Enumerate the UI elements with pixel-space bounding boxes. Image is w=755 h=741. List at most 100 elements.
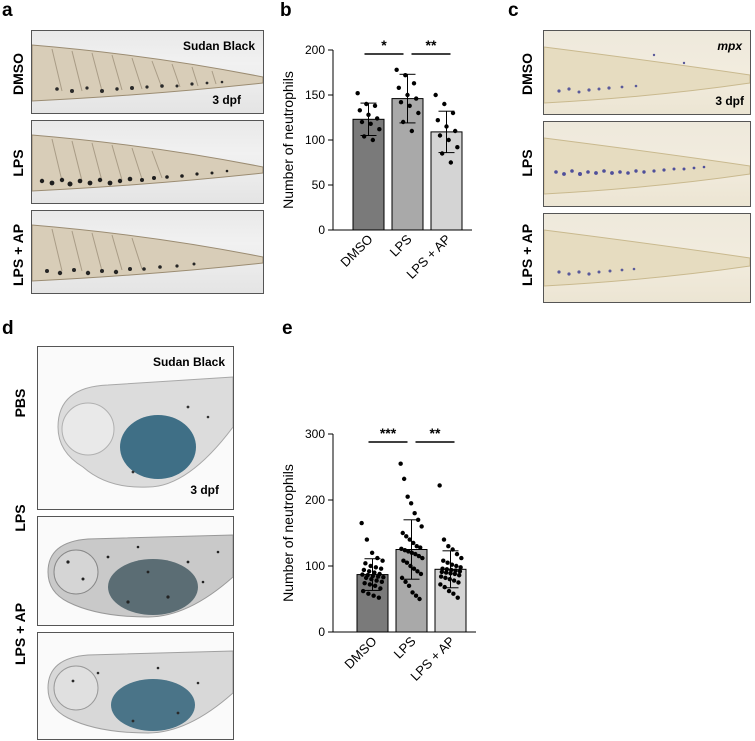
row-label-a-lps: LPS — [10, 149, 26, 177]
row-label-c-lps-ap: LPS + AP — [519, 223, 535, 286]
data-point — [372, 103, 378, 109]
data-point — [452, 571, 458, 577]
data-point — [404, 560, 410, 565]
data-point — [360, 572, 365, 577]
data-point — [361, 134, 367, 139]
category-label: LPS — [387, 231, 415, 259]
tail-graphic — [544, 46, 750, 104]
category-label: DMSO — [337, 232, 375, 270]
data-point — [363, 575, 369, 581]
data-point — [416, 110, 421, 116]
data-point — [359, 119, 365, 125]
category-label: DMSO — [341, 634, 379, 672]
data-point — [409, 128, 415, 134]
row-label-d-lps-ap: LPS + AP — [12, 602, 28, 665]
y-tick-label: 200 — [305, 493, 325, 507]
row-label-c-dmso: DMSO — [519, 53, 535, 95]
data-point — [405, 494, 410, 499]
data-point — [400, 530, 405, 536]
data-point — [398, 100, 404, 105]
data-point — [445, 560, 450, 565]
data-point — [443, 570, 449, 575]
data-point — [459, 555, 464, 561]
y-tick-label: 150 — [305, 88, 325, 102]
tail-graphic — [32, 134, 263, 192]
row-label-c-lps: LPS — [519, 149, 535, 177]
data-point — [456, 573, 462, 578]
data-point — [413, 551, 418, 557]
stain-label-c: mpx — [717, 39, 742, 53]
data-point — [411, 566, 417, 571]
larva-graphic — [57, 376, 233, 488]
data-point — [378, 566, 384, 571]
data-point — [402, 547, 408, 553]
data-point — [373, 565, 379, 570]
data-point — [371, 593, 376, 598]
y-tick-label: 100 — [305, 559, 325, 573]
row-label-a-dmso: DMSO — [10, 53, 26, 95]
significance-label: * — [381, 37, 387, 53]
data-point — [452, 128, 458, 134]
tail-graphic — [544, 137, 750, 195]
panel-letter-b: b — [280, 0, 292, 21]
data-point — [361, 567, 367, 573]
data-point — [442, 584, 447, 590]
data-point — [403, 579, 408, 585]
larva-graphic — [47, 534, 233, 618]
data-point — [416, 553, 422, 559]
data-point — [394, 67, 399, 72]
y-tick-label: 200 — [305, 43, 325, 57]
data-point — [406, 583, 412, 588]
data-point — [372, 583, 378, 588]
data-point — [441, 537, 447, 542]
data-point — [355, 91, 360, 96]
data-point — [453, 568, 458, 573]
data-point — [418, 545, 423, 550]
data-point — [411, 81, 417, 86]
data-point — [435, 118, 441, 123]
data-point — [438, 582, 443, 587]
data-point — [455, 145, 460, 150]
larva-graphic — [47, 650, 233, 734]
data-point — [438, 574, 444, 579]
data-point — [399, 575, 405, 581]
data-point — [439, 151, 445, 156]
data-point — [447, 577, 452, 582]
stain-label-d: Sudan Black — [152, 355, 225, 369]
data-point — [408, 501, 414, 506]
tail-image-a-lps — [31, 120, 264, 204]
mpx-image-c-dmso: mpx 3 dpf — [543, 30, 751, 115]
data-point — [440, 566, 445, 571]
data-point — [451, 591, 456, 596]
data-point — [420, 555, 425, 561]
data-point — [364, 537, 370, 542]
data-point — [374, 578, 379, 583]
data-point — [400, 119, 406, 125]
data-point — [412, 511, 417, 516]
data-point — [376, 595, 382, 600]
data-point — [407, 537, 412, 542]
category-label: LPS — [391, 633, 419, 661]
data-point — [446, 137, 451, 143]
tail-graphic — [544, 229, 750, 287]
data-point — [418, 571, 424, 577]
data-point — [374, 116, 380, 121]
data-point — [417, 596, 422, 602]
data-point — [446, 544, 451, 549]
data-point — [396, 85, 402, 91]
data-point — [407, 103, 412, 109]
data-point — [377, 127, 382, 132]
data-point — [378, 586, 383, 591]
y-tick-label: 100 — [305, 133, 325, 147]
data-point — [403, 73, 408, 78]
data-point — [401, 476, 407, 482]
data-point — [410, 590, 415, 595]
data-point — [372, 570, 377, 575]
data-point — [444, 567, 450, 572]
y-tick-label: 300 — [305, 427, 325, 441]
data-point — [433, 92, 438, 98]
data-point — [457, 569, 463, 574]
data-point — [439, 569, 445, 575]
